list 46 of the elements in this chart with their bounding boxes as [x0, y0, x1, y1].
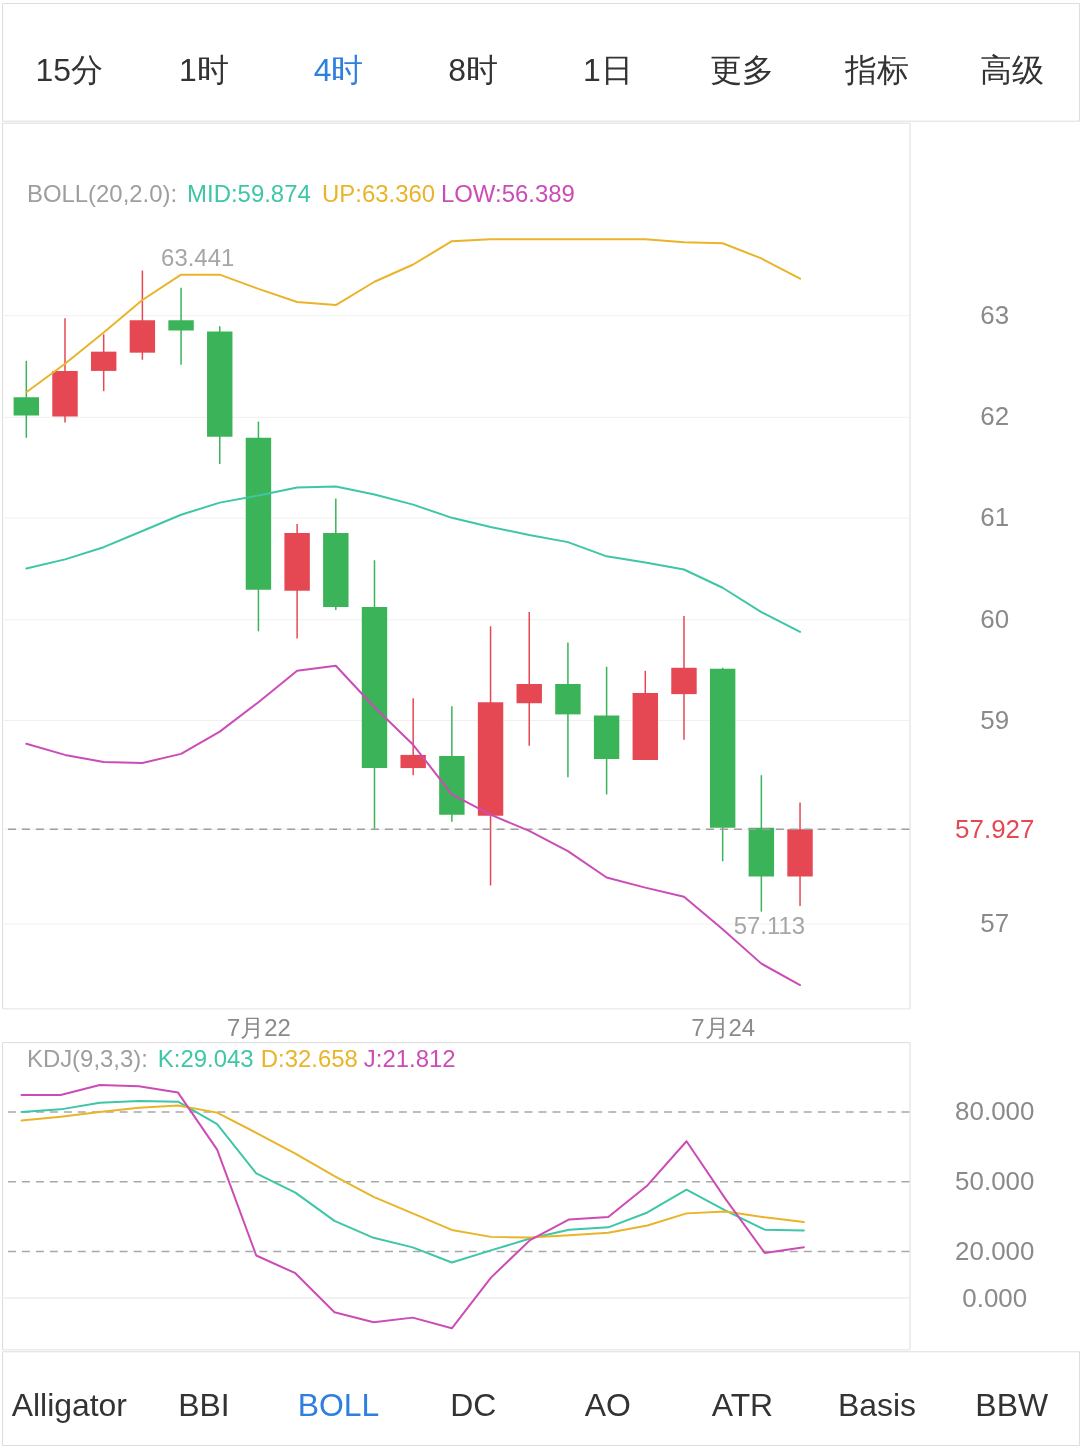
category-label: ATR	[711, 1386, 774, 1423]
text: BOLL(20,2.0):	[26, 180, 178, 208]
y-tick-label: 61	[980, 503, 1010, 532]
category-label: 1时	[179, 52, 229, 89]
category-label: 高级	[979, 52, 1044, 89]
category-label: DC	[450, 1386, 497, 1423]
category-label: 15分	[35, 52, 104, 89]
category-label: 8时	[448, 52, 499, 89]
category-label: BBI	[178, 1386, 230, 1423]
y-tick-label: 50.000	[955, 1167, 1035, 1196]
line-series	[25, 664, 802, 987]
category-label: Basis	[838, 1386, 917, 1423]
x-tick-label: 7月24	[691, 1013, 756, 1041]
category-label: 指标	[844, 52, 910, 89]
y-tick-label: 0.000	[962, 1283, 1028, 1312]
category-label: BOLL	[297, 1386, 380, 1423]
annotation: 57.113	[733, 911, 806, 939]
line-series	[20, 1083, 805, 1330]
chart-title: KDJ(9,3,3):	[26, 1045, 148, 1073]
annotation: 63.441	[161, 243, 235, 271]
line-series	[20, 1104, 805, 1239]
line-series	[25, 238, 802, 394]
y-tick-label: 57	[980, 908, 1010, 937]
y-tick-label: 20.000	[955, 1237, 1035, 1266]
category-label: 4时	[313, 52, 364, 89]
series-label: K:29.043	[157, 1045, 254, 1073]
line-series	[20, 1099, 805, 1264]
y-tick-label: 59	[980, 705, 1010, 734]
category-label: AO	[584, 1386, 631, 1423]
text: LOW:56.389	[440, 180, 575, 208]
candlestick	[168, 287, 194, 366]
text: J:21.812	[363, 1045, 456, 1073]
text: MID:59.874	[187, 180, 311, 208]
line-series	[25, 485, 802, 633]
series-label: UP:63.360	[322, 180, 436, 208]
category-label: 1日	[582, 52, 633, 89]
y-tick-label: 63	[980, 300, 1010, 329]
category-label: Alligator	[11, 1386, 128, 1423]
y-tick-label: 62	[980, 401, 1010, 430]
y-tick-label: 60	[980, 604, 1010, 633]
y-tick-label: 80.000	[955, 1097, 1035, 1126]
x-tick-label: 7月22	[226, 1013, 291, 1041]
category-label: 更多	[710, 52, 775, 89]
text: D:32.658	[260, 1045, 358, 1073]
y-tick-label: 57.927	[955, 814, 1035, 843]
category-label: BBW	[975, 1386, 1049, 1423]
